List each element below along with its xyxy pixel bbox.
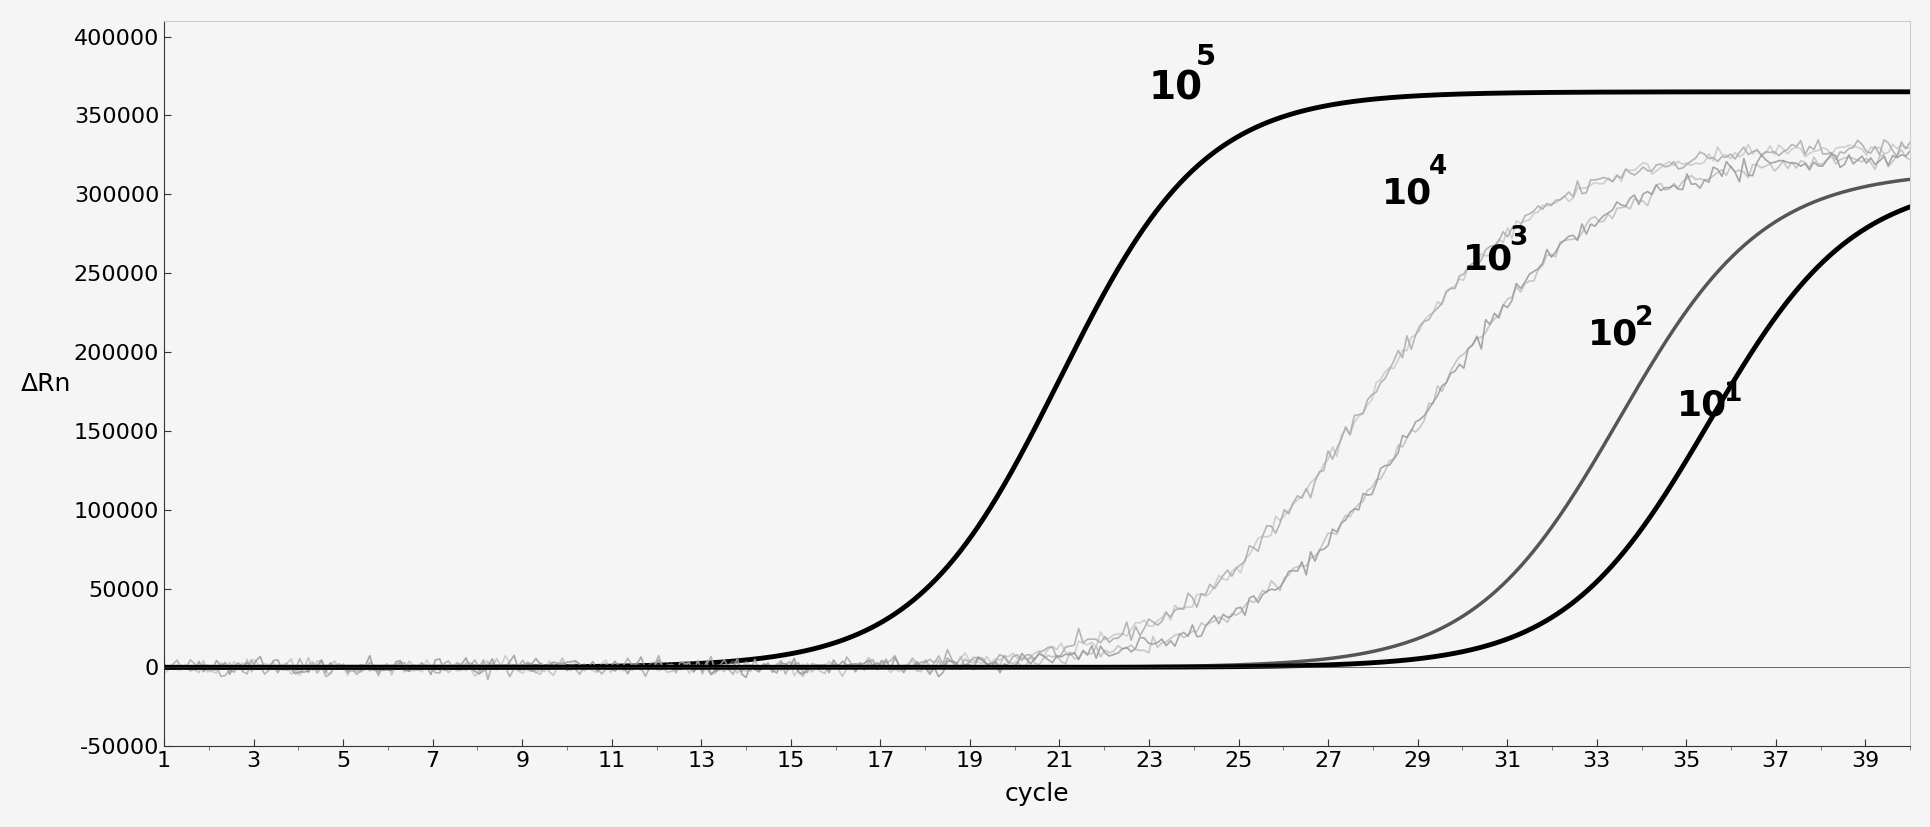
Text: 3: 3 xyxy=(1509,225,1527,251)
Y-axis label: ΔRn: ΔRn xyxy=(21,371,71,395)
Text: 10: 10 xyxy=(1677,389,1727,423)
Text: 10: 10 xyxy=(1148,69,1202,108)
Text: 1: 1 xyxy=(1723,381,1743,407)
X-axis label: cycle: cycle xyxy=(1004,782,1069,806)
Text: 10: 10 xyxy=(1586,318,1637,352)
Text: 2: 2 xyxy=(1635,305,1652,332)
Text: 10: 10 xyxy=(1382,176,1432,210)
Text: 4: 4 xyxy=(1428,155,1446,180)
Text: 5: 5 xyxy=(1195,43,1216,71)
Text: 10: 10 xyxy=(1461,242,1511,276)
